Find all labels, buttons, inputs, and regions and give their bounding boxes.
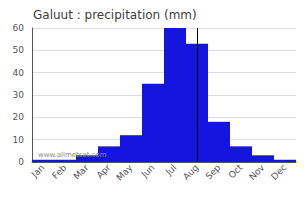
svg-text:60: 60 [13, 23, 25, 33]
svg-text:Aug: Aug [181, 162, 200, 181]
svg-text:Apr: Apr [94, 162, 112, 180]
svg-text:20: 20 [13, 112, 25, 122]
svg-text:Sep: Sep [203, 162, 222, 181]
svg-text:Galuut : precipitation (mm): Galuut : precipitation (mm) [33, 8, 197, 22]
svg-text:10: 10 [13, 135, 25, 145]
svg-text:0: 0 [18, 157, 24, 167]
svg-text:Nov: Nov [247, 162, 267, 182]
svg-text:50: 50 [13, 45, 25, 55]
svg-text:Jul: Jul [163, 162, 178, 177]
svg-text:Oct: Oct [226, 162, 244, 180]
svg-text:Jun: Jun [139, 162, 157, 180]
svg-text:Jan: Jan [29, 162, 47, 180]
svg-text:Dec: Dec [269, 162, 288, 181]
svg-text:Mar: Mar [71, 162, 90, 181]
svg-text:40: 40 [13, 68, 25, 78]
svg-text:www.allmetsat.com: www.allmetsat.com [38, 151, 107, 159]
svg-text:May: May [114, 162, 135, 183]
svg-text:30: 30 [13, 90, 25, 100]
svg-text:Feb: Feb [50, 162, 69, 181]
